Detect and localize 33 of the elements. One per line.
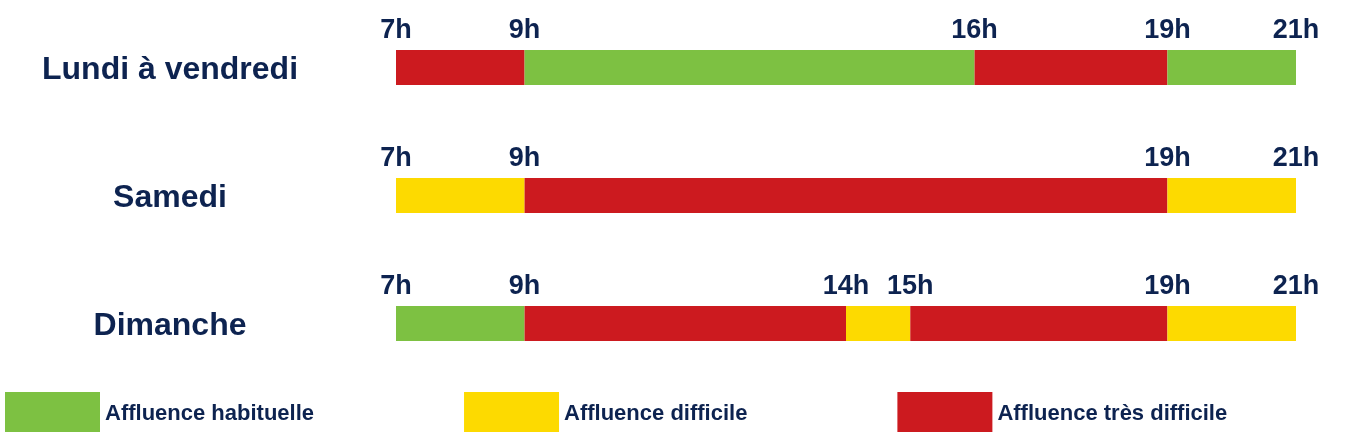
x-tick-label: 19h: [1144, 269, 1191, 300]
x-tick-label: 19h: [1144, 141, 1191, 172]
bar: [524, 50, 975, 85]
x-tick-label: 19h: [1144, 13, 1191, 44]
x-tick-label: 9h: [508, 141, 541, 172]
x-tick-label: 21h: [1272, 269, 1320, 300]
x-tick-label: 14h: [822, 269, 870, 300]
x-tick-label: 7h: [380, 269, 412, 300]
x-tick-label: 9h: [508, 269, 541, 300]
bar: [396, 50, 525, 85]
x-tick-label: 9h: [508, 13, 541, 44]
x-tick-label: 15h: [887, 269, 934, 300]
x-tick-label: 21h: [1272, 141, 1320, 172]
bar: [396, 178, 525, 213]
y-tick-label: Lundi à vendredi: [41, 49, 299, 86]
bar: [974, 50, 1168, 85]
bar: [524, 178, 1168, 213]
bar: [1167, 178, 1296, 213]
bar: [1167, 50, 1296, 85]
bar: [396, 306, 525, 341]
legend-label: Affluence habituelle: [105, 399, 315, 425]
x-tick-label: 7h: [380, 141, 412, 172]
x-tick-label: 7h: [380, 13, 412, 44]
legend-label: Affluence très difficile: [997, 399, 1228, 425]
x-tick-label: 16h: [951, 13, 998, 44]
y-tick-label: Samedi: [113, 177, 227, 214]
bar: [846, 306, 911, 341]
legend-label: Affluence difficile: [564, 399, 748, 425]
bar: [1167, 306, 1296, 341]
bar: [524, 306, 846, 341]
y-tick-label: Dimanche: [93, 305, 247, 342]
bar: [910, 306, 1168, 341]
x-tick-label: 21h: [1272, 13, 1320, 44]
